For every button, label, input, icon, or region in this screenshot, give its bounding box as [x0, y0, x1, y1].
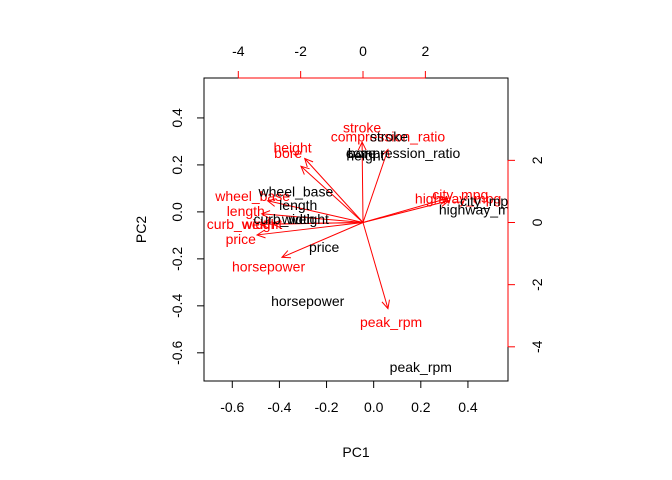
- bottom-axis-tick-label: -0.2: [314, 399, 338, 415]
- observation-label: curb_weight: [253, 211, 329, 227]
- left-axis-tick-label: -0.6: [169, 341, 185, 365]
- loading-arrowhead: [357, 140, 367, 151]
- top-axis-tick-label: -2: [294, 43, 307, 59]
- loading-arrow: [267, 200, 364, 223]
- bottom-axis-tick-label: 0.2: [411, 399, 431, 415]
- bottom-axis-tick-label: 0.0: [364, 399, 384, 415]
- top-axis-tick-label: -4: [232, 43, 245, 59]
- observation-label: horsepower: [271, 293, 344, 309]
- observation-label: wheel_base: [258, 183, 334, 199]
- observation-label: length: [279, 197, 317, 213]
- variables-layer: strokecompression_ratioheightborewheel_b…: [207, 120, 502, 330]
- loading-arrow: [361, 142, 364, 223]
- bottom-axis-tick-label: -0.6: [220, 399, 244, 415]
- right-axis-tick-label: -4: [529, 340, 545, 353]
- variable-label: highway_mpg: [415, 190, 501, 206]
- loading-arrowhead: [300, 165, 310, 175]
- left-axis-tick-label: -0.4: [169, 294, 185, 318]
- variable-label: peak_rpm: [360, 314, 422, 330]
- loading-arrow: [304, 158, 364, 223]
- right-axis-tick-label: 2: [529, 156, 545, 164]
- axes-layer: -0.6 -0.4 -0.2 0.0 0.2 0.4 -0.6 -0.4 -0.2 0.0 0.2 0…: [133, 43, 545, 460]
- loading-arrow: [256, 222, 364, 236]
- loading-arrowhead: [280, 250, 291, 259]
- loading-arrowhead: [303, 157, 314, 168]
- x-axis-title: PC1: [342, 444, 369, 460]
- variable-label: wheel_base: [214, 188, 290, 204]
- observation-label: stroke: [370, 129, 408, 145]
- loading-arrow: [281, 222, 364, 258]
- right-axis-tick-label: -2: [529, 278, 545, 291]
- variable-label: stroke: [343, 120, 381, 136]
- bottom-axis-tick-label: 0.4: [458, 399, 478, 415]
- loading-arrow: [260, 222, 364, 225]
- observations-layer: wheel_baselengthcurb_weightwidthheightbo…: [253, 129, 525, 375]
- loading-arrow: [261, 213, 364, 224]
- loading-arrowhead: [381, 148, 390, 159]
- loading-arrowhead: [260, 210, 271, 219]
- left-axis-tick-label: 0.4: [169, 108, 185, 128]
- loading-arrowhead: [259, 219, 269, 229]
- bottom-axis-tick-label: -0.4: [267, 399, 291, 415]
- observation-label: peak_rpm: [390, 359, 452, 375]
- loading-arrow: [300, 165, 364, 223]
- loading-arrowhead: [255, 229, 266, 239]
- variable-label: price: [226, 231, 257, 247]
- variable-label: city_mpg: [432, 187, 488, 203]
- observation-label: city_mpg: [460, 193, 516, 209]
- loading-arrowhead: [266, 198, 277, 207]
- observation-label: width: [281, 211, 315, 227]
- variable-label: curb_weight: [207, 216, 283, 232]
- y-axis-title: PC2: [133, 216, 149, 243]
- left-axis-tick-label: 0.0: [169, 202, 185, 222]
- top-axis-tick-label: 0: [359, 43, 367, 59]
- left-axis-tick-label: 0.2: [169, 155, 185, 175]
- left-axis-tick-label: -0.2: [169, 247, 185, 271]
- loading-arrow: [362, 200, 449, 223]
- observation-label: height: [346, 148, 384, 164]
- variable-label: horsepower: [232, 259, 305, 275]
- variable-label: length: [227, 203, 265, 219]
- variable-label: bore: [274, 145, 302, 161]
- top-axis-tick-label: 2: [421, 43, 429, 59]
- observation-label: bore: [348, 145, 376, 161]
- observation-label: highway_mpg: [439, 202, 525, 218]
- right-axis-tick-label: 0: [529, 218, 545, 226]
- loading-arrow: [362, 149, 389, 223]
- loading-arrowhead: [381, 299, 390, 310]
- loading-arrow: [362, 222, 389, 309]
- variable-label: compression_ratio: [331, 129, 446, 145]
- observation-label: price: [309, 239, 340, 255]
- loading-arrowhead: [439, 198, 450, 207]
- variable-label: width: [241, 216, 275, 232]
- observation-label: compression_ratio: [346, 145, 461, 161]
- variable-label: height: [273, 139, 311, 155]
